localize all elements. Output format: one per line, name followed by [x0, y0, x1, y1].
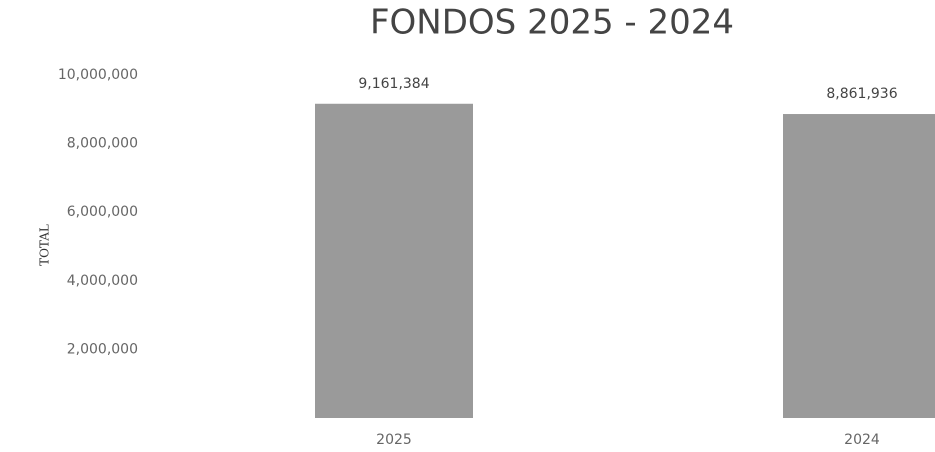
- y-tick-label: 2,000,000: [67, 341, 138, 357]
- data-label: 9,161,384: [358, 76, 429, 92]
- x-tick-label: 2024: [844, 432, 880, 448]
- y-axis-title: TOTAL: [38, 224, 52, 266]
- y-tick-label: 8,000,000: [67, 136, 138, 152]
- bar: [315, 103, 473, 418]
- y-tick-label: 4,000,000: [67, 273, 138, 289]
- y-tick-label: 6,000,000: [67, 204, 138, 220]
- data-label: 8,861,936: [826, 86, 897, 102]
- chart-title: FONDOS 2025 - 2024: [370, 3, 734, 43]
- x-tick-label: 2025: [376, 432, 412, 448]
- bar: [783, 114, 935, 419]
- y-tick-label: 10,000,000: [58, 67, 138, 83]
